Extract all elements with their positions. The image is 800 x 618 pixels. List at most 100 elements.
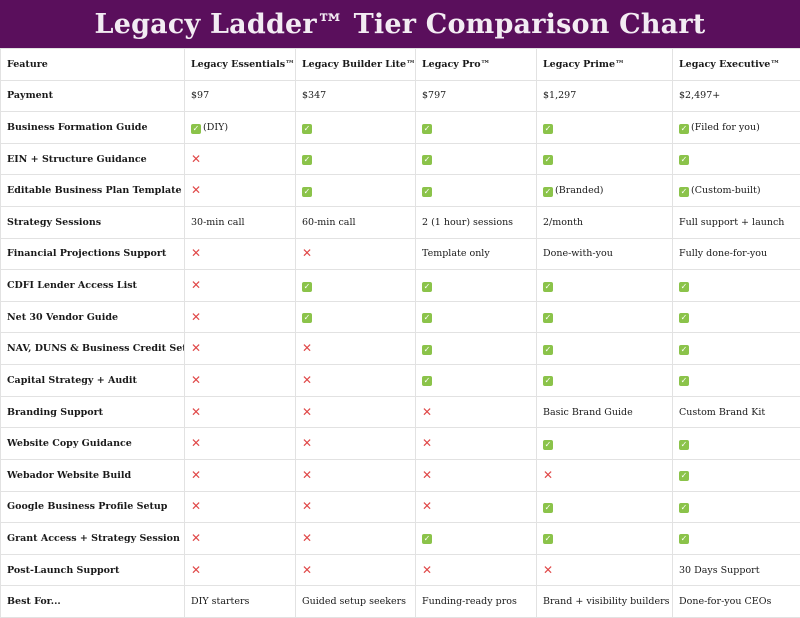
cross-icon: ✕ (543, 562, 554, 577)
table-cell: ✓ (536, 522, 673, 555)
table-row: EIN + Structure Guidance ✕ ✓ ✓ ✓ ✓ (0, 142, 800, 176)
table-row: Website Copy Guidance ✕ ✕ ✕ ✓ ✓ (0, 427, 800, 460)
table-cell: ✓ (536, 300, 673, 334)
page-title: Legacy Ladder™ Tier Comparison Chart (94, 8, 706, 40)
table-cell: $2,497+ (672, 79, 800, 113)
cell-text: 30 Days Support (679, 564, 760, 576)
table-cell: ✕ (184, 300, 296, 334)
cross-icon: ✕ (543, 467, 554, 482)
cross-icon: ✕ (302, 404, 313, 419)
cell-text: Brand + visibility builders (543, 596, 670, 608)
table-cell: ✓ (672, 364, 800, 397)
table-cell: $97 (184, 79, 296, 113)
table-cell: ✓ (536, 332, 673, 366)
table-cell: Done-for-you CEOs (672, 585, 800, 618)
table-row: Google Business Profile Setup ✕ ✕ ✕ ✓ ✓ (0, 490, 800, 524)
table-cell: ✓ (672, 142, 800, 176)
table-row: NAV, DUNS & Business Credit Setup ✕ ✕ ✓ ✓ ✓ (0, 332, 800, 366)
check-icon: ✓ (543, 439, 553, 450)
cross-icon: ✕ (191, 372, 202, 387)
tier-column-header: Legacy Pro™ (415, 48, 537, 81)
cell-text: Custom Brand Kit (679, 406, 766, 418)
table-cell: ✕ (295, 490, 416, 524)
cross-icon: ✕ (191, 246, 202, 261)
table-cell: $797 (415, 79, 537, 113)
cross-icon: ✕ (191, 309, 202, 324)
cell-text: 30-min call (191, 216, 245, 228)
table-cell: Done-with-you (536, 237, 673, 271)
check-icon: ✓ (302, 186, 312, 197)
table-cell: ✕ (184, 490, 296, 524)
table-cell: ✕ (295, 364, 416, 397)
table-cell: ✕ (536, 553, 673, 587)
check-icon: ✓ (543, 155, 553, 166)
table-cell: ✕ (184, 395, 296, 429)
table-cell: ✕ (295, 395, 416, 429)
check-icon: ✓ (543, 534, 553, 545)
cell-text: $2,497+ (679, 90, 721, 102)
cross-icon: ✕ (302, 341, 313, 356)
feature-label: Post-Launch Support (0, 553, 185, 587)
check-icon: ✓ (679, 313, 689, 324)
cross-icon: ✕ (422, 499, 433, 514)
table-cell: ✕ (184, 332, 296, 366)
table-cell: ✓ (295, 111, 416, 144)
table-cell: ✕ (184, 142, 296, 176)
table-cell: ✓ (536, 142, 673, 176)
table-cell: $347 (295, 79, 416, 113)
cell-text: Basic Brand Guide (543, 406, 633, 418)
cross-icon: ✕ (191, 499, 202, 514)
cell-text: $347 (302, 90, 327, 102)
feature-label: Business Formation Guide (0, 111, 185, 144)
table-row: Post-Launch Support ✕ ✕ ✕ ✕ 30 Days Support (0, 553, 800, 587)
table-cell: ✓ (415, 174, 537, 208)
table-cell: ✓ (415, 364, 537, 397)
tier-column-header: Legacy Essentials™ (184, 48, 296, 81)
table-cell: ✓ (536, 364, 673, 397)
cross-icon: ✕ (302, 562, 313, 577)
cross-icon: ✕ (422, 562, 433, 577)
table-cell: ✕ (184, 174, 296, 208)
cell-text: Full support + launch (679, 216, 785, 228)
table-cell: ✓ (Custom-built) (672, 174, 800, 208)
table-cell: ✓ (295, 174, 416, 208)
tier-column-header: Legacy Prime™ (536, 48, 673, 81)
table-cell: Basic Brand Guide (536, 395, 673, 429)
table-row: Capital Strategy + Audit ✕ ✕ ✓ ✓ ✓ (0, 364, 800, 397)
table-cell: ✕ (184, 269, 296, 302)
cell-text: Guided setup seekers (302, 596, 406, 608)
feature-label: Website Copy Guidance (0, 427, 185, 460)
table-cell: ✓ (672, 458, 800, 492)
check-icon: ✓ (422, 155, 432, 166)
cell-text: Done-for-you CEOs (679, 596, 772, 608)
table-cell: ✕ (415, 458, 537, 492)
table-cell: ✓ (672, 490, 800, 524)
table-cell: ✕ (184, 553, 296, 587)
table-cell: 30 Days Support (672, 553, 800, 587)
check-icon: ✓ (422, 344, 432, 355)
table-cell: ✓ (536, 111, 673, 144)
table-cell: ✓ (415, 300, 537, 334)
table-cell: ✕ (295, 332, 416, 366)
feature-column-header: Feature (0, 48, 185, 81)
check-icon: ✓ (302, 281, 312, 292)
cross-icon: ✕ (302, 436, 313, 451)
table-cell: 2/month (536, 206, 673, 239)
cross-icon: ✕ (191, 183, 202, 198)
table-row: Branding Support ✕ ✕ ✕ Basic Brand Guide Cust… (0, 395, 800, 429)
cell-text: (DIY) (203, 121, 229, 133)
table-cell: 30-min call (184, 206, 296, 239)
cell-text: Template only (422, 248, 490, 260)
feature-label: Editable Business Plan Template (0, 174, 185, 208)
table-cell: ✓ (415, 522, 537, 555)
table-cell: ✓ (295, 300, 416, 334)
table-row: Best For... DIY starters Guided setup seek… (0, 585, 800, 618)
table-cell: ✓ (415, 111, 537, 144)
table-cell: ✕ (184, 458, 296, 492)
table-row: Net 30 Vendor Guide ✕ ✓ ✓ ✓ ✓ (0, 300, 800, 334)
cell-text: 2 (1 hour) sessions (422, 216, 514, 228)
tier-column-header: Legacy Builder Lite™ (295, 48, 416, 81)
feature-label: Net 30 Vendor Guide (0, 300, 185, 334)
check-icon: ✓ (543, 186, 553, 197)
cross-icon: ✕ (422, 467, 433, 482)
